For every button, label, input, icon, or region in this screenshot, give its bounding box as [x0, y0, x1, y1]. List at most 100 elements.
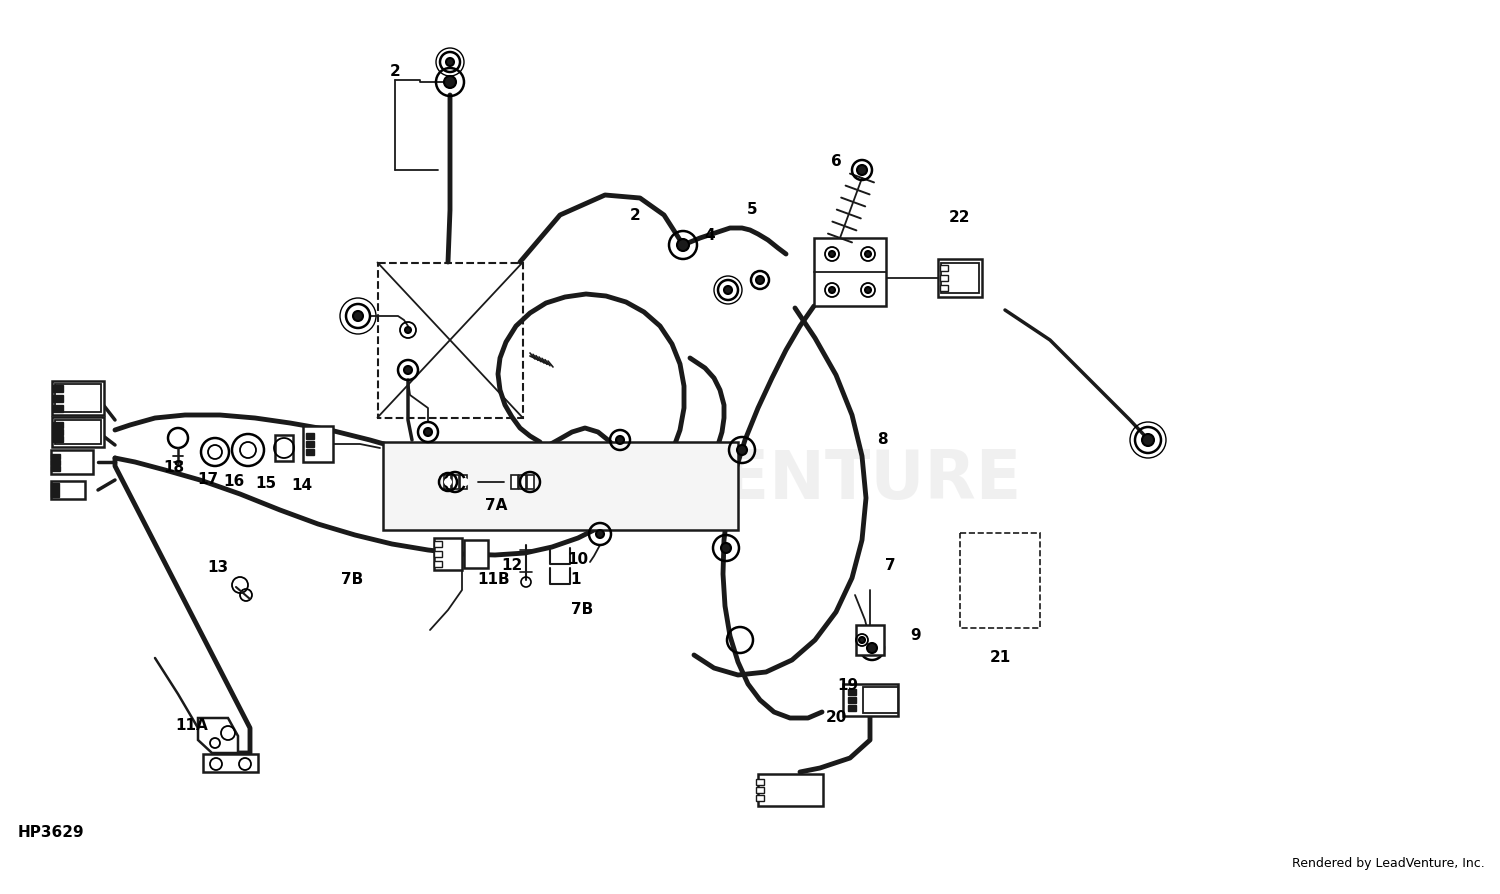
Text: 11B: 11B [477, 572, 510, 587]
Bar [306, 449, 314, 455]
Bar [53, 422, 63, 428]
Bar [758, 774, 822, 806]
Text: 16: 16 [224, 475, 245, 490]
Text: 14: 14 [291, 478, 312, 493]
Text: Rendered by LeadVenture, Inc.: Rendered by LeadVenture, Inc. [1292, 857, 1485, 870]
Text: 1: 1 [570, 572, 582, 587]
Text: 11A: 11A [176, 719, 208, 733]
Bar [382, 442, 738, 530]
Circle shape [756, 276, 764, 284]
Circle shape [856, 165, 867, 175]
Circle shape [405, 327, 411, 333]
Circle shape [736, 445, 747, 455]
Bar [433, 538, 462, 570]
Circle shape [446, 58, 454, 66]
Circle shape [460, 478, 470, 486]
Circle shape [830, 287, 836, 293]
Bar [756, 779, 764, 785]
Text: 22: 22 [950, 210, 970, 225]
Circle shape [616, 436, 624, 444]
Bar [526, 475, 534, 489]
Circle shape [859, 637, 865, 643]
Text: 15: 15 [255, 477, 276, 492]
Bar [815, 238, 886, 306]
Bar [433, 551, 442, 557]
Text: 8: 8 [876, 433, 888, 448]
Bar [51, 450, 93, 474]
Text: 7: 7 [885, 558, 896, 572]
Circle shape [865, 251, 871, 257]
Bar [51, 460, 60, 465]
Text: 7B: 7B [340, 572, 363, 587]
Text: 6: 6 [831, 155, 842, 170]
Bar [862, 687, 897, 713]
Bar [51, 453, 60, 459]
Bar [53, 436, 63, 442]
Text: 7A: 7A [484, 499, 507, 513]
Bar [843, 684, 897, 716]
Bar [856, 625, 883, 655]
Bar [53, 404, 63, 411]
Text: 4: 4 [705, 229, 716, 243]
Bar [53, 417, 104, 447]
Circle shape [424, 428, 432, 436]
Bar [53, 381, 104, 415]
Circle shape [676, 239, 688, 251]
Bar [53, 384, 63, 392]
Circle shape [596, 530, 604, 538]
Bar [756, 795, 764, 801]
Bar [433, 541, 442, 547]
Bar [938, 259, 982, 297]
Text: 19: 19 [837, 679, 858, 694]
Circle shape [867, 643, 877, 653]
Text: 10: 10 [567, 552, 588, 568]
Text: 13: 13 [207, 561, 228, 576]
Text: 2: 2 [630, 207, 640, 223]
Bar [303, 426, 333, 462]
Bar [51, 481, 86, 499]
Bar [519, 475, 525, 489]
Bar [53, 429, 63, 435]
Text: 17: 17 [198, 473, 219, 487]
Bar [274, 435, 292, 461]
Bar [847, 689, 856, 695]
Circle shape [724, 286, 732, 294]
Bar [56, 420, 100, 444]
Bar [940, 275, 948, 281]
Bar [847, 697, 856, 703]
Text: 18: 18 [164, 460, 184, 476]
Circle shape [444, 76, 456, 88]
Text: 21: 21 [990, 651, 1011, 665]
Bar [202, 754, 258, 772]
Circle shape [830, 251, 836, 257]
Bar [306, 433, 314, 439]
Circle shape [1142, 434, 1154, 446]
Bar [960, 533, 1040, 628]
Bar [940, 263, 980, 293]
Bar [847, 705, 856, 711]
Bar [510, 475, 518, 489]
Bar [56, 384, 100, 412]
Polygon shape [198, 718, 238, 753]
Circle shape [444, 478, 452, 486]
Bar [459, 475, 466, 489]
Bar [306, 441, 314, 447]
Circle shape [865, 287, 871, 293]
Text: 20: 20 [825, 711, 846, 726]
Bar [433, 561, 442, 567]
Text: 9: 9 [910, 628, 921, 644]
Bar [53, 394, 63, 401]
Circle shape [352, 311, 363, 321]
Circle shape [404, 366, 412, 374]
Text: 5: 5 [747, 203, 758, 217]
Bar [940, 285, 948, 291]
Text: 2: 2 [390, 64, 400, 80]
Circle shape [722, 543, 730, 553]
Bar [940, 265, 948, 271]
Bar [464, 540, 488, 568]
Bar [756, 787, 764, 793]
Bar [444, 475, 450, 489]
Bar [51, 466, 60, 470]
Text: 12: 12 [501, 558, 522, 572]
Bar [378, 263, 522, 417]
